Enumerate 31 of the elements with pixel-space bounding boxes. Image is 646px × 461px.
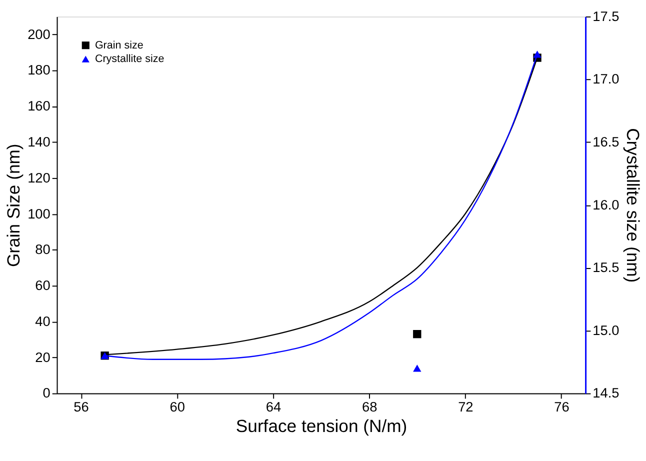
y-tick-label: 180	[28, 62, 51, 78]
y-tick-label: 160	[28, 98, 51, 114]
y-tick-label: 100	[28, 206, 51, 222]
y-tick-label: 200	[28, 26, 51, 42]
x-axis-title: Surface tension (N/m)	[236, 416, 408, 436]
y-tick-label: 40	[35, 314, 51, 329]
x-tick-label: 68	[362, 399, 378, 414]
y2-tick-label: 17.5	[592, 8, 620, 24]
y2-axis-title: Crystallite size (nm)	[623, 128, 644, 283]
y-tick-label: 120	[28, 170, 51, 186]
x-tick-label: 76	[554, 399, 570, 414]
y-tick-label: 80	[35, 242, 51, 258]
y2-tick-label: 17.0	[592, 72, 620, 87]
y-tick-label: 20	[35, 350, 51, 365]
y-tick-label: 140	[28, 134, 51, 150]
x-tick-label: 60	[170, 399, 186, 414]
y2-tick-label: 14.5	[592, 386, 620, 401]
x-tick-label: 72	[458, 399, 474, 414]
y2-tick-label: 16.0	[592, 197, 620, 212]
point	[413, 364, 422, 372]
y-tick-label: 0	[42, 386, 51, 401]
legend-label: Grain size	[94, 39, 144, 52]
legend-label: Crystallite size	[94, 52, 164, 65]
x-tick-label: 56	[74, 399, 90, 414]
y-tick-label: 60	[35, 278, 51, 294]
x-tick-label: 64	[266, 399, 282, 414]
y2-tick-label: 16.5	[592, 134, 620, 150]
y2-tick-label: 15.0	[592, 322, 620, 338]
point	[413, 330, 422, 338]
y-axis-title: Grain Size (nm)	[4, 144, 24, 268]
y2-tick-label: 15.5	[592, 260, 620, 276]
